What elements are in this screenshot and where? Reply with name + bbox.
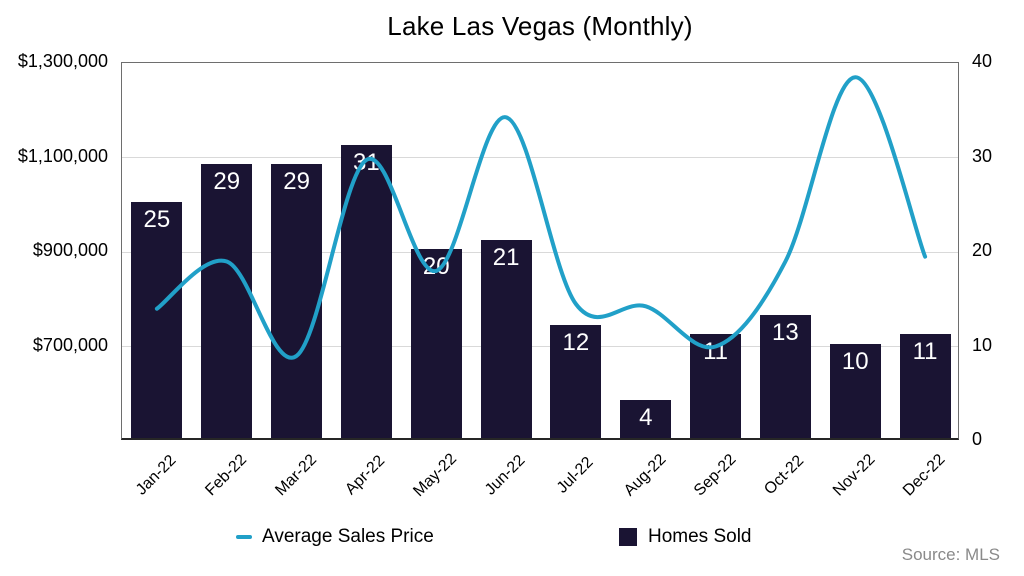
right-axis-tick: 10 — [972, 334, 993, 355]
bar-sep-22: 11 — [690, 334, 742, 438]
bar-jan-22: 25 — [131, 201, 183, 438]
bar-feb-22: 29 — [201, 163, 253, 438]
bar-aug-22: 4 — [620, 400, 672, 438]
bar-value-label: 11 — [912, 338, 938, 366]
chart-title: Lake Las Vegas (Monthly) — [387, 11, 693, 41]
bar-value-label: 12 — [562, 328, 590, 356]
bar-may-22: 20 — [410, 249, 462, 438]
bar-nov-22: 10 — [829, 343, 881, 438]
right-axis-tick: 20 — [972, 240, 993, 260]
bar-jul-22: 12 — [550, 324, 602, 438]
right-axis-tick: 30 — [972, 145, 993, 166]
left-axis-tick: $700,000 — [32, 334, 108, 355]
bar-jun-22: 21 — [480, 239, 532, 438]
gridline — [122, 157, 958, 158]
bar-value-label: 13 — [772, 319, 799, 347]
left-axis-tick: $1,300,000 — [17, 51, 108, 71]
left-axis-tick: $1,100,000 — [17, 145, 108, 166]
right-axis-tick: 40 — [972, 51, 993, 71]
bar-value-label: 4 — [639, 404, 653, 432]
legend-label-homes-sold: Homes Sold — [648, 526, 752, 547]
line-swatch-icon — [236, 535, 252, 539]
bar-value-label: 29 — [213, 167, 241, 195]
bar-value-label: 10 — [841, 347, 869, 375]
bar-dec-22: 11 — [899, 334, 951, 438]
bar-oct-22: 13 — [759, 315, 811, 438]
bar-mar-22: 29 — [271, 163, 323, 438]
bar-value-label: 25 — [143, 205, 171, 233]
legend-label-average-sales-price: Average Sales Price — [262, 526, 434, 547]
average-sales-price-line — [154, 75, 928, 360]
left-axis-tick: $900,000 — [32, 240, 108, 260]
source-note: Source: MLS — [901, 545, 1000, 564]
gridline — [122, 251, 958, 253]
bar-value-label: 21 — [492, 243, 520, 271]
bar-value-label: 29 — [283, 167, 310, 195]
plot-area: 25 29 29 31 20 21 12 4 11 13 10 11 — [121, 62, 959, 440]
gridline — [122, 346, 958, 347]
bar-swatch-icon — [619, 528, 637, 546]
right-axis-tick: 0 — [972, 429, 983, 449]
